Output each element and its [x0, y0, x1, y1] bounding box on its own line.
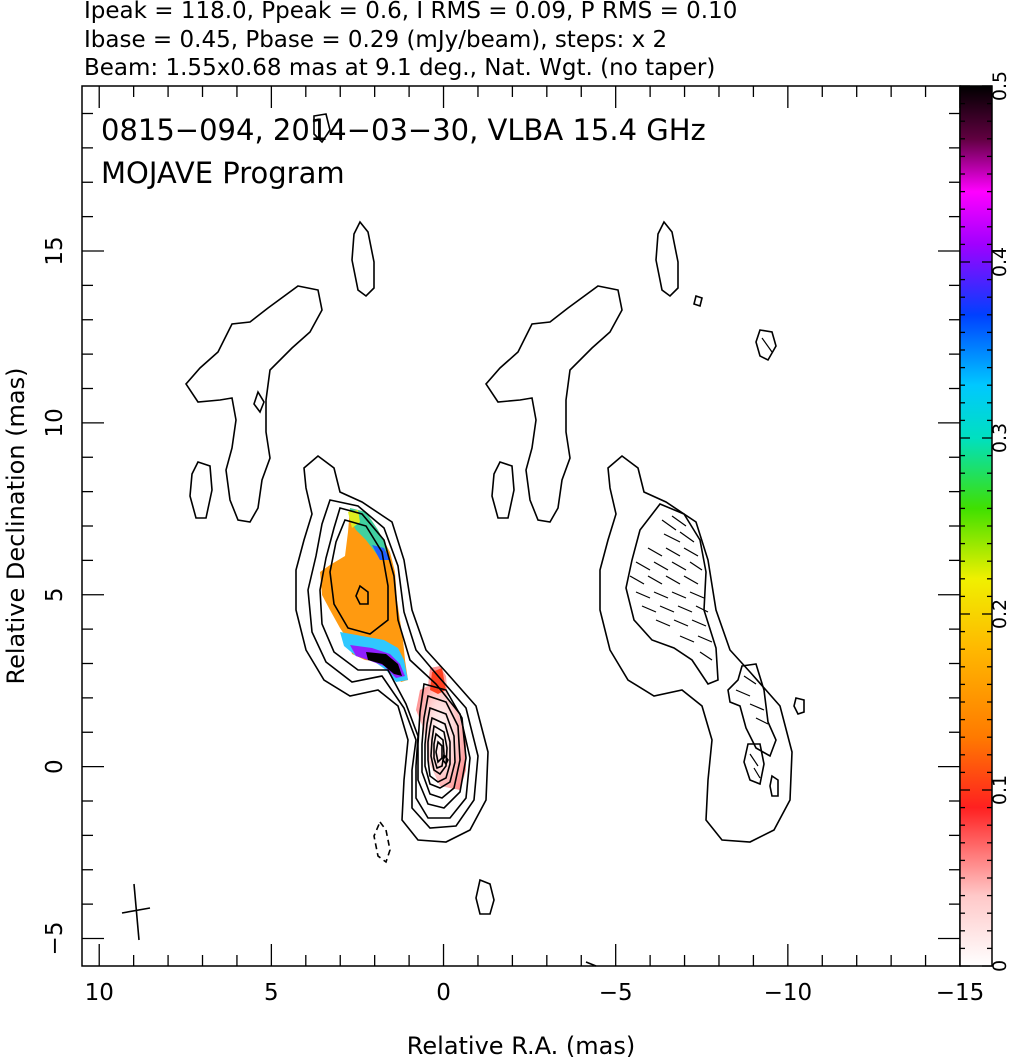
colorbar-tick-label: 0 [989, 960, 1011, 972]
contour-north-blob [351, 220, 375, 298]
contour-negative [373, 820, 391, 864]
right-contour-west-blob [491, 461, 515, 519]
contour-south-blob [475, 878, 495, 915]
y-tick-label: −5 [42, 922, 68, 956]
colorbar-tick-label: 0.4 [989, 247, 1011, 277]
right-contour-pol-region-4 [769, 774, 779, 797]
colorbar-tick-label: 0.1 [989, 775, 1011, 805]
y-tick-label: 5 [42, 587, 68, 602]
right-contour-pol-region [625, 503, 719, 685]
y-tick-label: 10 [42, 408, 68, 437]
contour-core-5 [430, 724, 448, 776]
x-tick-label: −10 [764, 980, 813, 1006]
right-contour-islet-2 [693, 294, 703, 308]
right-contour-pol-region-2 [727, 663, 777, 758]
contour-level-1 [295, 454, 489, 843]
contour-knot-peak [355, 584, 369, 605]
source-label: 0815−094, 2014−03−30, VLBA 15.4 GHz [101, 113, 706, 147]
y-axis-ticks [82, 112, 960, 940]
colorbar-tick-label: 0.3 [989, 423, 1011, 453]
header-line-3: Beam: 1.55x0.68 mas at 9.1 deg., Nat. Wg… [84, 55, 715, 81]
x-tick-label: 0 [436, 980, 451, 1006]
contour-core-7 [435, 740, 443, 764]
right-contour-north-blob [655, 220, 679, 298]
y-axis-title: Relative Declination (mas) [2, 367, 30, 684]
contour-bottom-fragment [585, 961, 597, 967]
program-label: MOJAVE Program [101, 156, 345, 190]
right-contour-pol-region-3 [743, 743, 765, 786]
contour-diffuse-islet [253, 390, 265, 414]
right-contours [484, 220, 805, 843]
polarization-region-blue [372, 545, 390, 560]
beam-cross [121, 883, 151, 941]
right-contour-diffuse-north [484, 285, 623, 523]
x-tick-label: 10 [85, 980, 114, 1006]
y-tick-label: 0 [42, 759, 68, 774]
right-contour-level-1 [599, 454, 793, 843]
plot-frame [81, 85, 961, 967]
contour-top-blob [313, 113, 331, 144]
y-axis-tick-labels: −5 0 5 10 15 [42, 236, 68, 955]
colorbar-ticks [960, 85, 992, 967]
contour-level-2 [307, 499, 479, 829]
contour-core-2 [421, 694, 461, 799]
contour-core-1 [417, 682, 467, 809]
left-contours [184, 113, 597, 967]
y-tick-label: 15 [42, 236, 68, 265]
colorbar-tick-label: 0.2 [989, 599, 1011, 629]
contour-core-6 [433, 732, 445, 770]
header-line-2: Ibase = 0.45, Pbase = 0.29 (mJy/beam), s… [84, 27, 667, 53]
x-tick-label: −15 [936, 980, 985, 1006]
x-tick-label: −5 [599, 980, 633, 1006]
contour-diffuse-north [184, 285, 323, 523]
x-axis-ticks [98, 86, 961, 966]
contour-core-3 [424, 706, 456, 789]
polarization-region-jet-knot [320, 508, 408, 682]
x-axis-title: Relative R.A. (mas) [407, 1032, 635, 1060]
right-contour-islet-3 [793, 697, 805, 715]
colorbar-tick-labels: 0 0.1 0.2 0.3 0.4 0.5 [989, 71, 1011, 972]
colorbar-tick-label: 0.5 [989, 71, 1011, 101]
contour-core-4 [427, 716, 451, 783]
x-tick-label: 5 [264, 980, 279, 1006]
evpa-vectors [629, 337, 773, 779]
contour-core-peak [442, 754, 449, 766]
contour-level-3 [319, 507, 471, 819]
x-axis-tick-labels: 10 5 0 −5 −10 −15 [85, 980, 985, 1006]
colorbar-gradient [960, 86, 992, 966]
contour-level-4 [329, 519, 389, 635]
contour-west-blob [189, 461, 213, 519]
polarization-region-black [366, 652, 402, 676]
right-contour-islet-1 [755, 329, 777, 362]
header-line-1: Ipeak = 118.0, Ppeak = 0.6, I RMS = 0.09… [84, 0, 737, 24]
